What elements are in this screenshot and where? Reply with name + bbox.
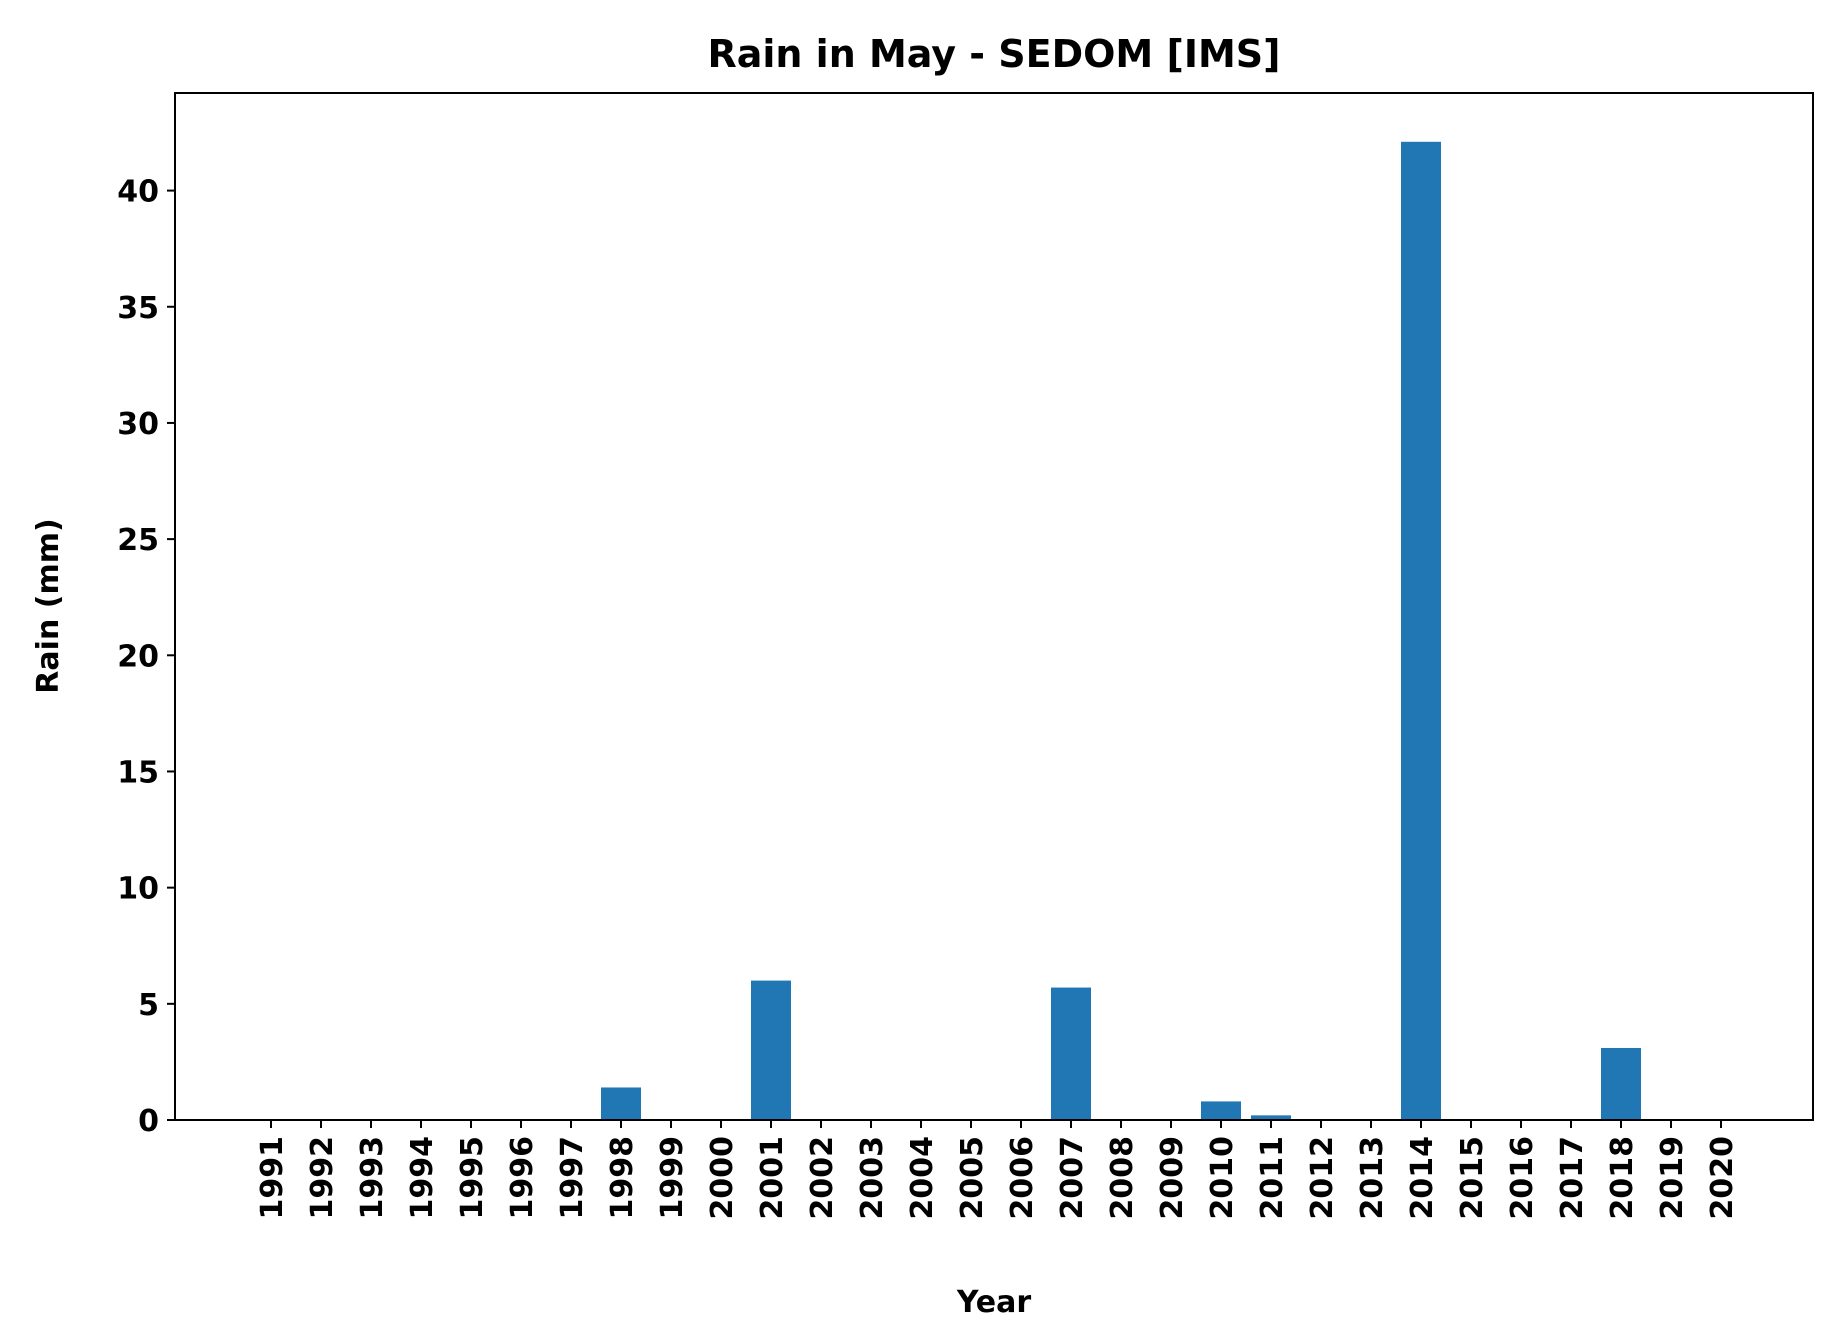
y-tick-label: 30 bbox=[117, 407, 159, 442]
x-tick-label: 1996 bbox=[505, 1136, 540, 1220]
y-tick-label: 0 bbox=[138, 1104, 159, 1139]
x-tick-label: 2002 bbox=[805, 1136, 840, 1220]
y-tick-label: 15 bbox=[117, 755, 159, 790]
bar-2011 bbox=[1251, 1115, 1291, 1120]
x-tick-label: 2006 bbox=[1005, 1136, 1040, 1220]
y-axis-label: Rain (mm) bbox=[31, 518, 66, 693]
y-tick-label: 25 bbox=[117, 523, 159, 558]
x-tick-label: 2018 bbox=[1605, 1136, 1640, 1220]
x-tick-label: 1995 bbox=[455, 1136, 490, 1220]
x-tick-label: 1999 bbox=[655, 1136, 690, 1220]
x-tick-label: 2011 bbox=[1255, 1136, 1290, 1220]
x-tick-label: 2016 bbox=[1505, 1136, 1540, 1220]
bar-2014 bbox=[1401, 141, 1441, 1120]
x-tick-label: 2012 bbox=[1305, 1136, 1340, 1220]
bar-1998 bbox=[601, 1087, 641, 1120]
y-tick-label: 5 bbox=[138, 988, 159, 1023]
x-tick-label: 2003 bbox=[855, 1136, 890, 1220]
x-tick-label: 2001 bbox=[755, 1136, 790, 1220]
x-tick-label: 2004 bbox=[905, 1136, 940, 1220]
y-axis: 0 5 10 15 20 25 30 35 40 bbox=[117, 175, 175, 1139]
x-tick-label: 2013 bbox=[1355, 1136, 1390, 1220]
x-tick-label: 1997 bbox=[555, 1136, 590, 1220]
x-axis: 1991 1992 1993 1994 1995 1996 1997 1998 1999 2000… bbox=[255, 1120, 1740, 1220]
y-tick-label: 20 bbox=[117, 639, 159, 674]
x-axis-label: Year bbox=[956, 1285, 1032, 1320]
y-tick-label: 40 bbox=[117, 175, 159, 210]
x-tick-label: 2019 bbox=[1655, 1136, 1690, 1220]
y-tick-label: 10 bbox=[117, 872, 159, 907]
bar-2007 bbox=[1051, 987, 1091, 1120]
x-tick-label: 2009 bbox=[1155, 1136, 1190, 1220]
x-tick-label: 2007 bbox=[1055, 1136, 1090, 1220]
bar-2010 bbox=[1201, 1101, 1241, 1120]
x-tick-label: 1993 bbox=[355, 1136, 390, 1220]
bars-group bbox=[601, 141, 1641, 1120]
chart-title: Rain in May - SEDOM [IMS] bbox=[707, 32, 1280, 76]
x-tick-label: 2020 bbox=[1705, 1136, 1740, 1220]
x-tick-label: 2015 bbox=[1455, 1136, 1490, 1220]
x-tick-label: 1994 bbox=[405, 1136, 440, 1220]
bar-2018 bbox=[1601, 1047, 1641, 1120]
x-tick-label: 1998 bbox=[605, 1136, 640, 1220]
x-tick-label: 2000 bbox=[705, 1136, 740, 1220]
x-tick-label: 1991 bbox=[255, 1136, 290, 1220]
x-tick-label: 2010 bbox=[1205, 1136, 1240, 1220]
x-tick-label: 2014 bbox=[1405, 1136, 1440, 1220]
x-tick-label: 2005 bbox=[955, 1136, 990, 1220]
x-tick-label: 2008 bbox=[1105, 1136, 1140, 1220]
x-tick-label: 2017 bbox=[1555, 1136, 1590, 1220]
y-tick-label: 35 bbox=[117, 291, 159, 326]
plot-frame bbox=[174, 92, 1814, 1121]
x-tick-label: 1992 bbox=[305, 1136, 340, 1220]
bar-2001 bbox=[751, 980, 791, 1120]
